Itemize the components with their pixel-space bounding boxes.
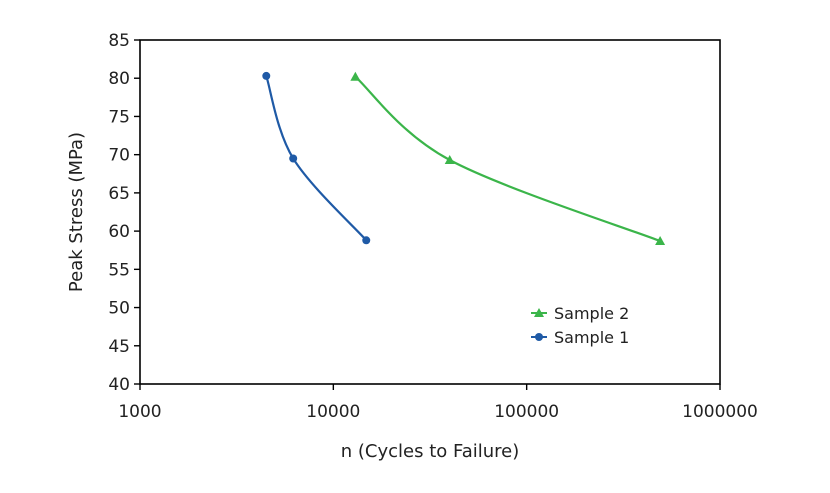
series-sample-2 — [350, 71, 666, 246]
data-point — [444, 155, 455, 165]
x-tick-label: 100000 — [494, 402, 559, 422]
legend-marker — [534, 308, 544, 317]
series-sample-1 — [262, 71, 371, 245]
y-tick-label: 60 — [108, 222, 130, 242]
legend-item: Sample 2 — [531, 304, 629, 323]
data-point — [350, 71, 361, 81]
y-axis-title: Peak Stress (MPa) — [66, 132, 87, 292]
x-tick-label: 10000 — [306, 402, 360, 422]
y-tick-label: 55 — [108, 260, 130, 280]
x-tick-label: 1000 — [118, 402, 161, 422]
y-tick-label: 50 — [108, 299, 130, 319]
x-axis: 1000 10000 100000 1000000 — [118, 384, 758, 422]
y-tick-label: 40 — [108, 375, 130, 395]
data-point — [289, 154, 298, 163]
y-tick-label: 70 — [108, 146, 130, 166]
legend-label: Sample 2 — [554, 304, 629, 323]
series-line — [265, 75, 368, 242]
legend-item: Sample 1 — [531, 328, 629, 347]
legend-label: Sample 1 — [554, 328, 629, 347]
plot-frame — [139, 39, 721, 385]
y-axis: 40 45 50 55 60 65 70 75 80 85 — [108, 31, 140, 395]
legend-marker — [535, 333, 543, 341]
y-tick-label: 65 — [108, 184, 130, 204]
data-point — [655, 236, 666, 246]
x-axis-title: n (Cycles to Failure) — [341, 441, 519, 462]
x-tick-label: 1000000 — [682, 402, 758, 422]
y-tick-label: 80 — [108, 69, 130, 89]
y-tick-label: 45 — [108, 337, 130, 357]
data-point — [362, 236, 371, 245]
data-point — [262, 71, 271, 80]
y-tick-label: 75 — [108, 107, 130, 127]
series-layer — [262, 71, 666, 246]
y-tick-label: 85 — [108, 31, 130, 51]
series-line — [354, 75, 661, 243]
legend: Sample 2 Sample 1 — [531, 304, 629, 347]
